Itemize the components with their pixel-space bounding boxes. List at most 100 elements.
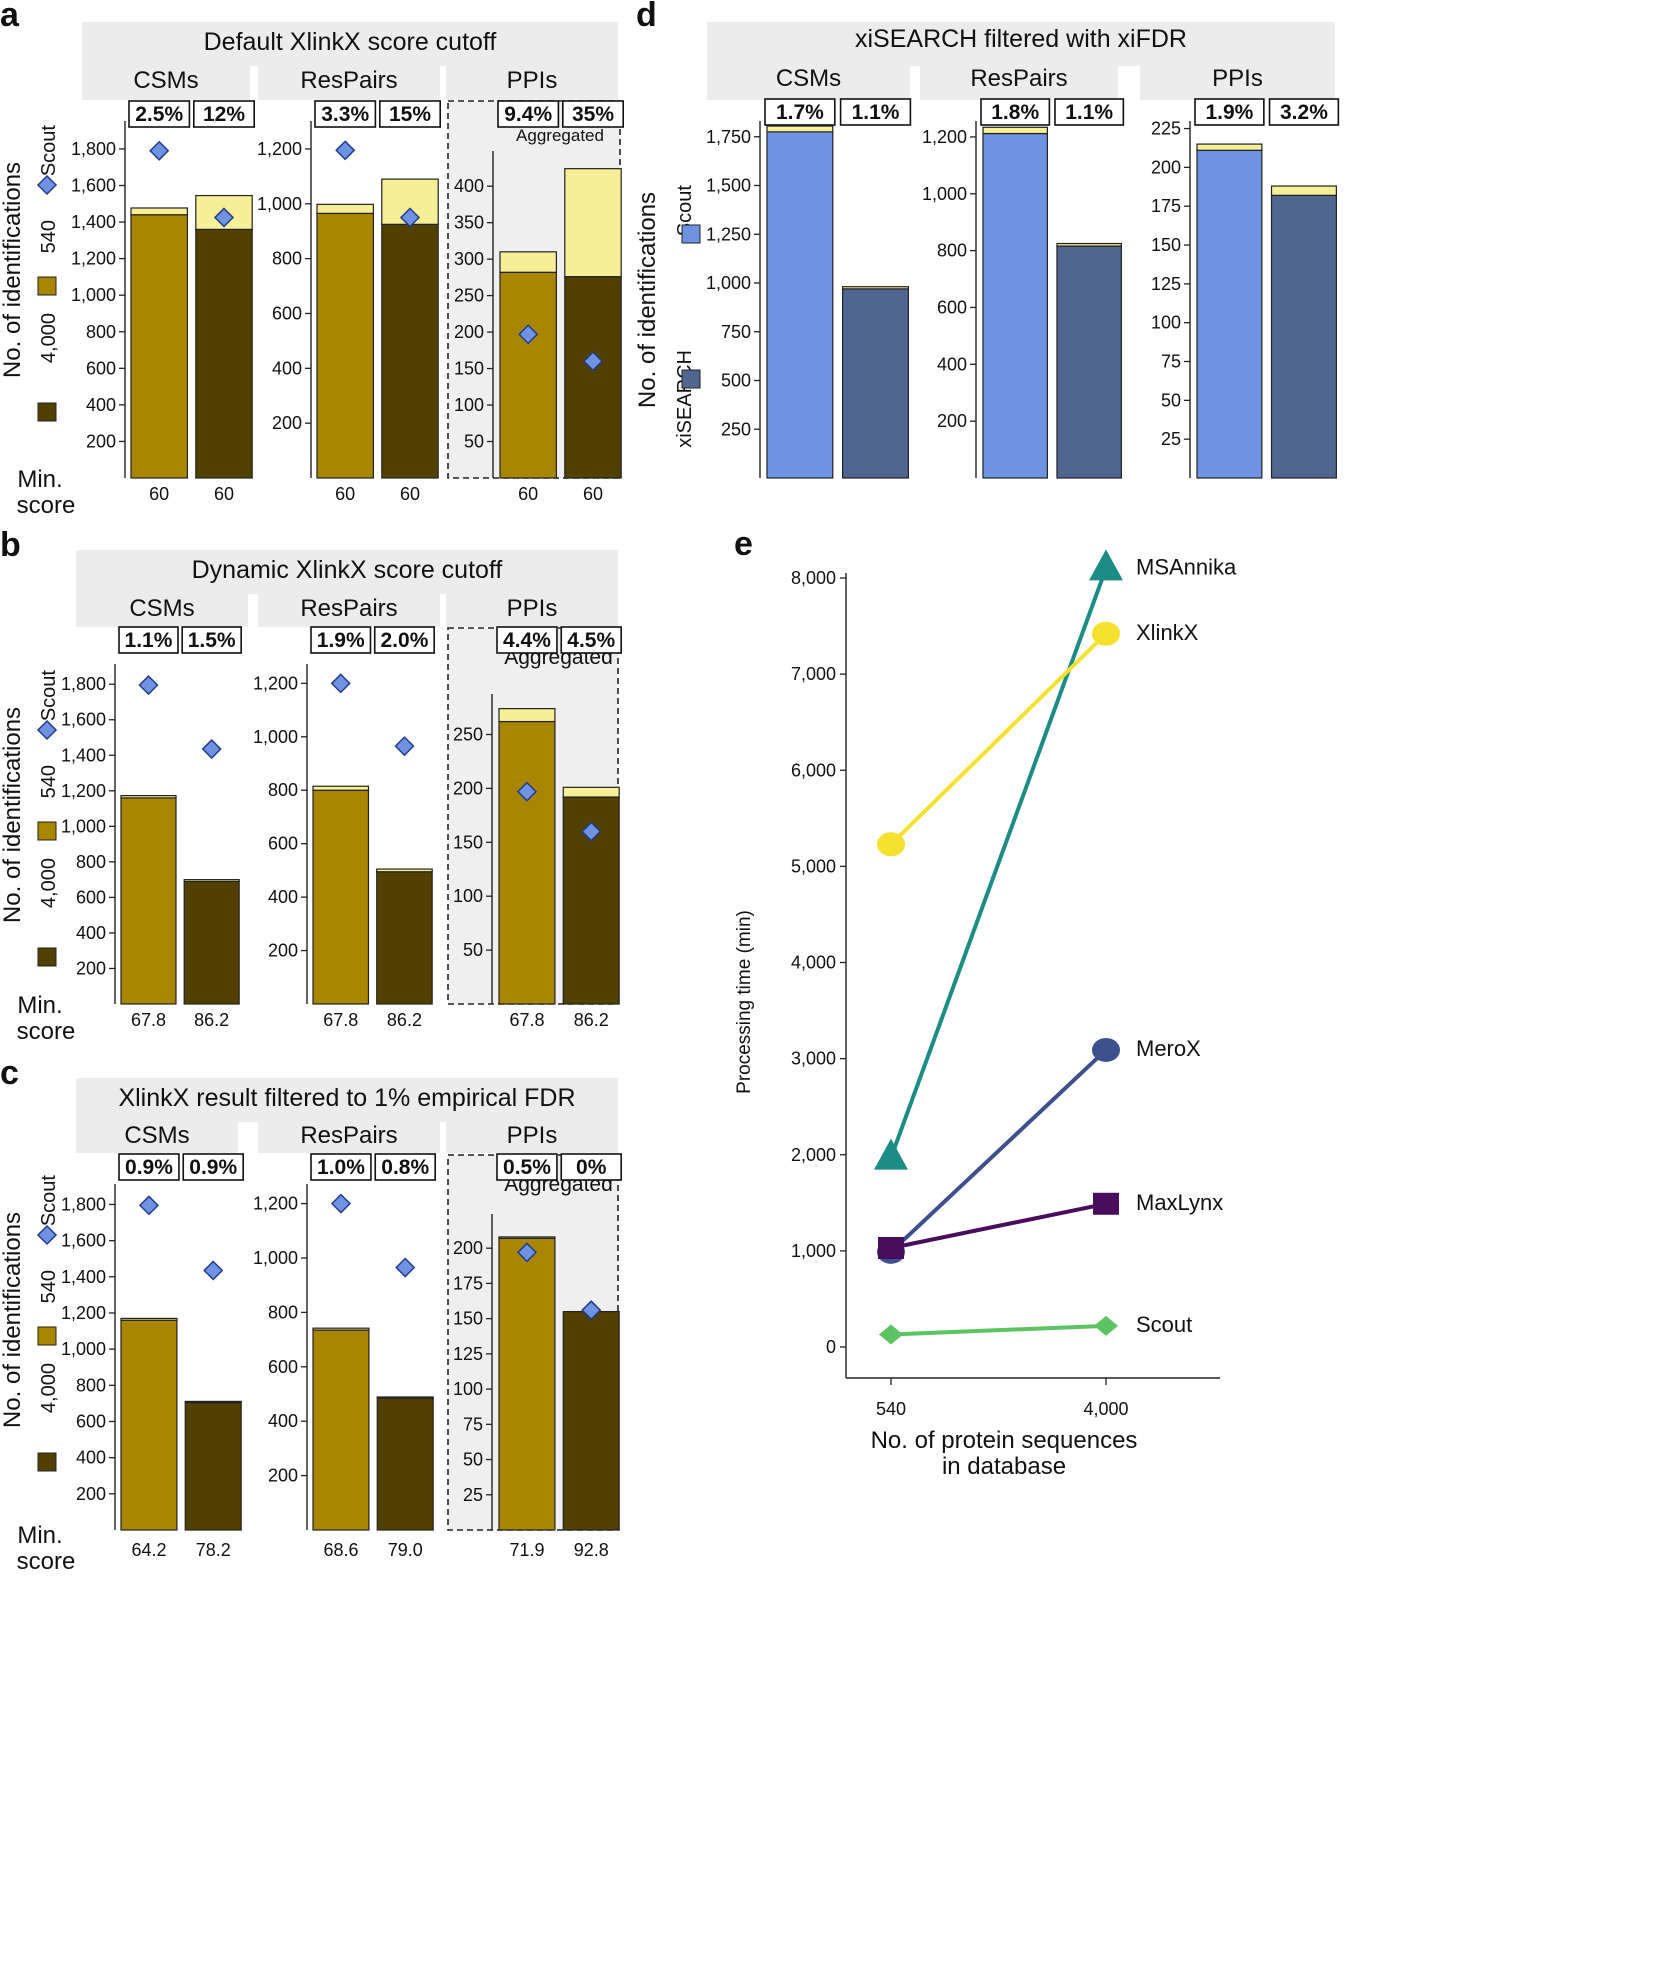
panel-d-ppis-bar-0-base — [1196, 149, 1263, 479]
panel-e-xlinkx-line — [889, 632, 1108, 846]
panel-b-title: Dynamic XlinkX score cutoff — [192, 556, 503, 584]
panel-c-csms-ytick-label-7: 1,600 — [61, 1231, 106, 1251]
panel-b-csms-header-band — [76, 594, 248, 627]
panel-a-respairs-ytick-label-2: 600 — [272, 303, 302, 323]
panel-a-ppis-header-band — [446, 66, 618, 100]
panel-c-csms-ytick-label-5: 1,200 — [61, 1303, 106, 1323]
panel-c-letter: c — [0, 1054, 19, 1092]
panel-c-ylabel: No. of identifications — [0, 1212, 26, 1428]
panel-d-ppis-bar-1-extra — [1270, 185, 1337, 196]
panel-c-title: XlinkX result filtered to 1% empirical F… — [118, 1084, 575, 1112]
panel-c-ppis-score-0: 71.9 — [509, 1540, 544, 1560]
panel-d-legend-xisearch: xiSEARCH — [674, 350, 696, 448]
panel-a-csms-ytick-label-6: 1,400 — [71, 212, 116, 232]
panel-e-ytick-label-0: 0 — [826, 1337, 836, 1357]
panel-a-ppis-scout-0 — [518, 324, 539, 345]
panel-d-csms-badge-0-box — [764, 98, 836, 126]
panel-c-csms-bar-0-extra — [120, 1317, 178, 1321]
panel-d-legend-xisearch-swatch — [681, 369, 701, 389]
panel-b-ppis-scout-1 — [581, 821, 602, 842]
panel-d-respairs-label: ResPairs — [970, 65, 1067, 92]
panel-e-letter: e — [734, 525, 753, 563]
panel-e-maxlynx-line — [890, 1201, 1107, 1250]
panel-b-csms-ytick-label-3: 800 — [76, 852, 106, 872]
panel-c-csms-ytick-label-2: 600 — [76, 1411, 106, 1431]
panel-d-respairs-ytick-label-5: 1,200 — [922, 127, 967, 147]
panel-c-legend-4000-swatch — [37, 1452, 57, 1472]
panel-d-csms-ytick-label-3: 1,000 — [706, 273, 751, 293]
panel-c-respairs-bar-0-base — [312, 1329, 370, 1531]
panel-a-csms-badge-1: 12% — [203, 103, 245, 126]
panel-c-respairs-ytick-label-4: 1,000 — [253, 1248, 298, 1268]
panel-d-csms-ytick-label-5: 1,500 — [706, 176, 751, 196]
panel-a-respairs-bar-0-extra — [316, 203, 375, 214]
panel-a-respairs-score-0: 60 — [335, 484, 355, 504]
panel-b-csms-ytick-label-2: 600 — [76, 887, 106, 907]
panel-a-respairs-bar-0-base — [316, 212, 375, 479]
panel-c-respairs-bar-1-base — [376, 1397, 434, 1531]
panel-b-respairs-scout-1 — [394, 736, 415, 757]
panel-d-legend-scout-swatch — [681, 224, 701, 244]
panel-a-respairs-badge-1-box — [378, 100, 441, 128]
panel-e-merox-line — [889, 1048, 1108, 1254]
panel-b-ppis-badge-0: 4.4% — [503, 629, 551, 652]
panel-a-csms-ytick-label-3: 800 — [86, 322, 116, 342]
panel-a-ppis-bar-0-base — [499, 271, 558, 479]
panel-b-legend-4000: 4,000 — [38, 858, 60, 908]
panel-d-respairs-bar-0-extra — [982, 126, 1048, 135]
panel-a-respairs-scout-0 — [335, 140, 356, 161]
panel-c-csms-ytick-label-3: 800 — [76, 1375, 106, 1395]
panel-a-ppis-ytick-label-1: 100 — [454, 395, 484, 415]
panel-c-csms-badge-1-box — [182, 1153, 244, 1181]
panel-b-ppis-score-0: 67.8 — [509, 1010, 544, 1030]
panel-c-legend-scout-marker — [36, 1224, 58, 1246]
panel-a-csms-scout-0 — [149, 140, 170, 161]
panel-e-maxlynx-label: MaxLynx — [1136, 1190, 1223, 1215]
panel-d-respairs-badge-0: 1.8% — [991, 101, 1039, 124]
panel-a-ppis-ytick-label-2: 150 — [454, 359, 484, 379]
panel-b-ppis-scout-0 — [516, 781, 538, 802]
panel-b-csms-bar-1-base — [183, 880, 240, 1005]
panel-c-respairs-bar-1-extra — [376, 1396, 434, 1399]
panel-b-respairs-ytick-label-2: 600 — [268, 834, 298, 854]
panel-d-csms-ytick-label-1: 500 — [721, 371, 751, 391]
panel-d-ppis-ytick-label-7: 200 — [1151, 157, 1181, 177]
panel-d-csms-ytick-label-6: 1,750 — [706, 127, 751, 147]
panel-e-ytick-label-2: 2,000 — [791, 1145, 836, 1165]
panel-d-ppis-label: PPIs — [1212, 65, 1263, 92]
panel-c-csms-ytick-label-8: 1,800 — [61, 1194, 106, 1214]
panel-a-ppis-bar-1-extra — [564, 168, 622, 278]
panel-d-respairs-ytick-label-0: 200 — [937, 411, 967, 431]
panel-c-csms-header-band — [76, 1122, 238, 1153]
panel-e-xlabel-2: in database — [942, 1453, 1066, 1480]
panel-b-csms-ytick-label-7: 1,600 — [61, 710, 106, 730]
panel-a-ppis-badge-0: 9.4% — [504, 103, 552, 126]
panel-d-respairs-badge-1-box — [1054, 98, 1125, 126]
panel-d-csms-bar-0-extra — [766, 125, 834, 133]
panel-c-respairs-badge-1: 0.8% — [381, 1156, 429, 1179]
panel-d-ppis-ytick-label-2: 75 — [1161, 352, 1181, 372]
panel-e-ytick-label-3: 3,000 — [791, 1049, 836, 1069]
panel-a-ppis-score-1: 60 — [583, 484, 603, 504]
panel-b-respairs-badge-0-box — [310, 626, 372, 654]
panel-a-ppis-badge-1: 35% — [572, 103, 614, 126]
panel-e-msannika-point-0 — [874, 1138, 908, 1170]
panel-d-legend-scout: Scout — [674, 185, 696, 237]
panel-a-csms-ytick-label-8: 1,800 — [71, 139, 116, 159]
panel-d-ppis-bar-0-extra — [1196, 143, 1263, 151]
panel-e-maxlynx-point-1 — [1093, 1192, 1119, 1215]
panel-c-ppis-ytick-label-3: 100 — [453, 1379, 483, 1399]
panel-b-ppis-bar-0-base — [498, 720, 556, 1005]
panel-c-ppis-ytick-label-6: 175 — [453, 1273, 483, 1293]
panel-a-legend-4000: 4,000 — [38, 313, 60, 363]
panel-c-csms-ytick-label-0: 200 — [76, 1484, 106, 1504]
panel-d-title-band — [707, 22, 1335, 66]
panel-c-ppis-ytick-label-4: 125 — [453, 1344, 483, 1364]
panel-d-ppis-ytick-label-1: 50 — [1161, 390, 1181, 410]
panel-a-respairs-ytick-label-3: 800 — [272, 249, 302, 269]
panel-c-respairs-ytick-label-1: 400 — [268, 1411, 298, 1431]
panel-d-csms-bar-0-base — [766, 131, 834, 479]
panel-c-respairs-badge-0-box — [310, 1153, 372, 1181]
panel-b-legend-540-swatch — [37, 821, 57, 841]
panel-a-ppis-badge-0-box — [497, 100, 560, 128]
